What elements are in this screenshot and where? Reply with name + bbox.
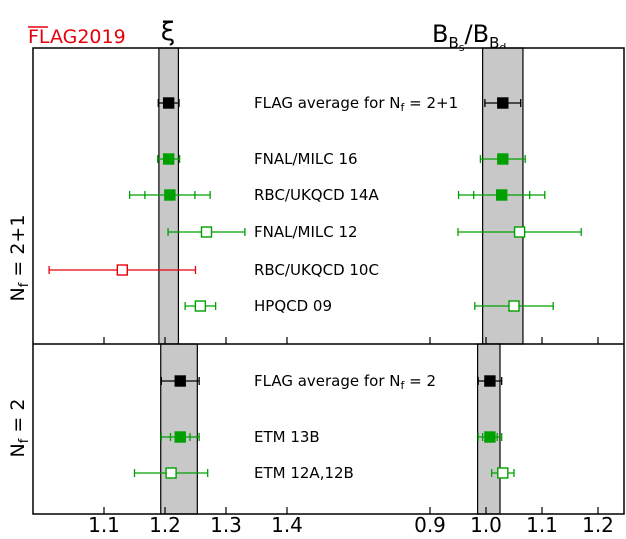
ratio-point-p0-r2-marker	[495, 189, 508, 201]
xi-point-p0-r5-marker	[194, 300, 207, 312]
ratio-point-p0-r2	[457, 189, 546, 201]
plot-frame	[32, 47, 625, 515]
ratio-point-p0-r0-marker	[497, 97, 509, 109]
xi-point-p0-r0	[157, 97, 180, 109]
xi-header: ξ	[161, 17, 176, 47]
ratio-point-p0-r1	[479, 153, 526, 165]
xi-point-p0-r5	[184, 300, 217, 312]
xi-point-p0-r1	[157, 153, 181, 165]
ratio-band-1	[477, 343, 501, 515]
xi-tick-label-1: 1.2	[149, 513, 181, 537]
xi-tick-label-3: 1.4	[271, 513, 303, 537]
xi-point-p1-r0	[160, 375, 200, 387]
plot-border	[32, 47, 625, 515]
xi-tick-label-0: 1.1	[88, 513, 120, 537]
xi-point-p0-r4-marker	[116, 264, 129, 276]
ratio-point-p1-r1-marker	[484, 431, 496, 443]
xi-point-p1-r1-marker	[174, 431, 186, 443]
row-label-p1-r0: FLAG average for Nf = 2	[254, 372, 436, 392]
ratio-point-p1-r0-marker	[484, 375, 496, 387]
xi-point-p0-r3	[167, 226, 246, 238]
xi-point-p1-r2	[133, 467, 209, 479]
xi-point-p1-r0-marker	[174, 375, 186, 387]
xi-point-p1-r1	[160, 431, 200, 443]
ratio-point-p0-r3-marker	[513, 226, 526, 238]
ratio-point-p0-r1-marker	[497, 153, 509, 165]
row-label-p1-r2: ETM 12A,12B	[254, 464, 354, 482]
row-labels: FLAG average for Nf = 2+1 FNAL/MILC 16 RBC…	[254, 94, 458, 482]
xi-point-p0-r1-marker	[162, 153, 175, 165]
ratio-tick-label-1: 1.0	[470, 513, 502, 537]
bands	[158, 47, 524, 515]
row-label-p0-r5: HPQCD 09	[254, 297, 332, 315]
ratio-point-p0-r5	[474, 300, 554, 312]
ratio-point-p1-r2-marker	[497, 467, 509, 479]
ratio-point-p0-r5-marker	[508, 300, 520, 312]
xi-tick-label-2: 1.3	[210, 513, 242, 537]
ratio-point-p1-r2	[490, 467, 515, 479]
row-label-p0-r4: RBC/UKQCD 10C	[254, 261, 379, 279]
ratio-point-p0-r3	[457, 226, 582, 238]
ratio-tick-label-0: 0.9	[414, 513, 446, 537]
xi-band-1	[160, 343, 198, 515]
flag-logo: FLAG2019	[28, 26, 126, 48]
axis-ticks: 1.1 1.2 1.3 1.4 0.9 1.0 1.1 1.2	[88, 337, 614, 537]
xi-point-p0-r2-marker	[164, 189, 176, 201]
data-marks	[48, 97, 582, 479]
ratio-point-p1-r0	[477, 375, 503, 387]
xi-point-p0-r3-marker	[200, 226, 213, 238]
xi-point-p0-r2	[128, 189, 211, 201]
ratio-point-p1-r1	[477, 431, 503, 443]
ratio-tick-label-2: 1.1	[526, 513, 558, 537]
xi-point-p0-r4	[48, 264, 197, 276]
ratio-tick-label-3: 1.2	[582, 513, 614, 537]
xi-point-p1-r2-marker	[165, 467, 177, 479]
panel-label-2p1: Nf = 2+1	[7, 215, 32, 302]
panel-label-2: Nf = 2	[7, 399, 32, 458]
row-label-p1-r1: ETM 13B	[254, 428, 320, 446]
row-label-p0-r0: FLAG average for Nf = 2+1	[254, 94, 458, 114]
ratio-point-p0-r0	[484, 97, 522, 109]
row-label-p0-r1: FNAL/MILC 16	[254, 150, 358, 168]
row-label-p0-r3: FNAL/MILC 12	[254, 223, 358, 241]
xi-point-p0-r0-marker	[162, 97, 175, 109]
row-label-p0-r2: RBC/UKQCD 14A	[254, 186, 379, 204]
